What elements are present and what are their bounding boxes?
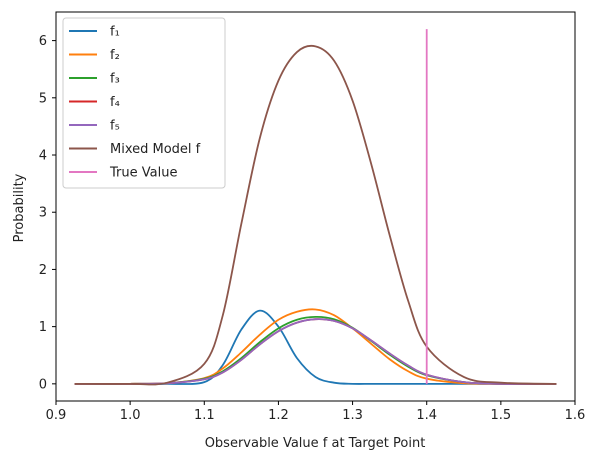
x-axis-ticks: 0.9 1.0 1.1 1.2 1.3 1.4 1.5 1.6 bbox=[46, 401, 586, 423]
legend-label: f₄ bbox=[110, 95, 120, 110]
y-axis-ticks: 0 1 2 3 4 5 6 bbox=[39, 34, 56, 392]
y-tick-label: 3 bbox=[39, 206, 47, 221]
legend-label: f₃ bbox=[110, 72, 120, 87]
y-tick-label: 0 bbox=[39, 377, 47, 392]
legend-label: f₅ bbox=[110, 119, 120, 134]
legend-label: f₁ bbox=[110, 25, 120, 40]
y-tick-label: 2 bbox=[39, 263, 47, 278]
y-tick-label: 5 bbox=[39, 91, 47, 106]
x-tick-label: 1.1 bbox=[194, 408, 215, 423]
legend-box bbox=[62, 17, 226, 189]
x-tick-label: 1.0 bbox=[120, 408, 141, 423]
x-tick-label: 1.5 bbox=[491, 408, 512, 423]
x-tick-label: 1.6 bbox=[565, 408, 586, 423]
legend: f₁ f₂ f₃ f₄ f₅ Mixed Model f True Value bbox=[62, 17, 226, 189]
y-tick-label: 1 bbox=[39, 320, 47, 335]
legend-label: Mixed Model f bbox=[110, 142, 201, 157]
y-tick-label: 4 bbox=[39, 149, 47, 164]
series-line-1 bbox=[74, 309, 557, 385]
legend-label: True Value bbox=[109, 166, 177, 181]
x-tick-label: 0.9 bbox=[46, 408, 67, 423]
y-tick-label: 6 bbox=[39, 34, 47, 49]
x-tick-label: 1.4 bbox=[416, 408, 437, 423]
x-tick-label: 1.3 bbox=[342, 408, 363, 423]
y-axis-label: Probability bbox=[12, 173, 27, 242]
plot-frame bbox=[55, 11, 576, 402]
x-axis-label: Observable Value f at Target Point bbox=[205, 436, 426, 451]
x-tick-label: 1.2 bbox=[268, 408, 289, 423]
legend-label: f₂ bbox=[110, 48, 120, 63]
